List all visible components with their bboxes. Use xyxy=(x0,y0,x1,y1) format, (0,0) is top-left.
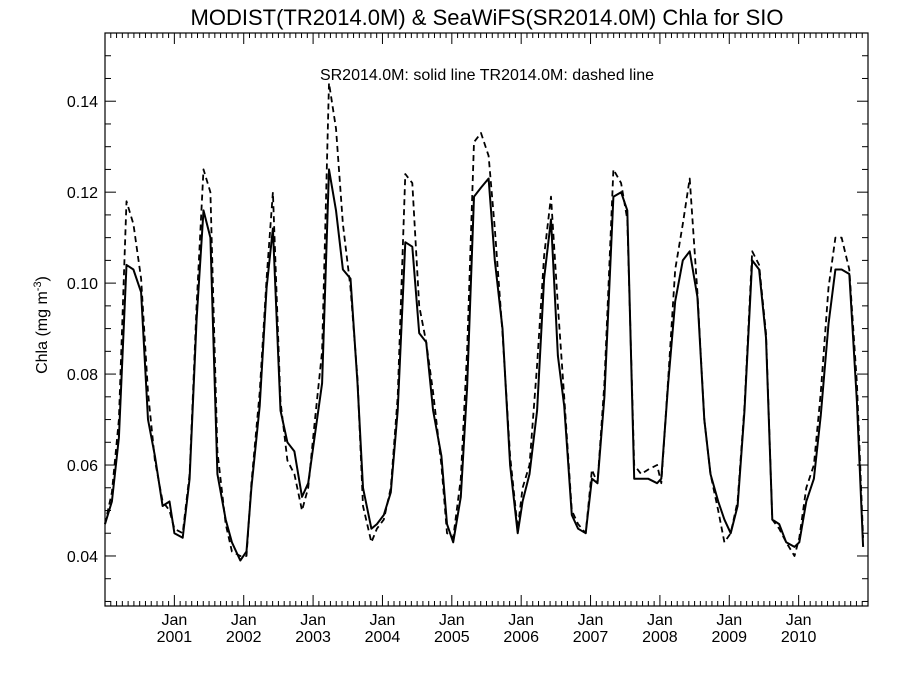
y-tick-label: 0.08 xyxy=(67,367,98,384)
x-tick-label-year: 2008 xyxy=(642,629,678,646)
x-tick-label-year: 2007 xyxy=(573,629,609,646)
y-axis-label-close: ) xyxy=(34,276,51,281)
x-tick-label-year: 2010 xyxy=(781,629,817,646)
plot-frame xyxy=(104,32,869,607)
x-tick-label-month: Jan xyxy=(786,612,812,629)
x-tick-label-month: Jan xyxy=(370,612,396,629)
x-tick-label-year: 2002 xyxy=(226,629,262,646)
x-tick-label-year: 2009 xyxy=(711,629,747,646)
chart-title: MODIST(TR2014.0M) & SeaWiFS(SR2014.0M) C… xyxy=(191,5,784,30)
y-tick-label: 0.10 xyxy=(67,276,98,293)
y-axis-label: Chla (mg m-3) xyxy=(32,276,51,374)
x-tick-label-month: Jan xyxy=(161,612,187,629)
x-tick-label-month: Jan xyxy=(231,612,257,629)
x-tick-label-year: 2005 xyxy=(434,629,470,646)
x-tick-label-year: 2006 xyxy=(503,629,539,646)
x-tick-label-year: 2003 xyxy=(295,629,331,646)
series-line-tr2014-0m xyxy=(104,82,864,557)
x-tick-label-month: Jan xyxy=(647,612,673,629)
y-axis-label-exponent: -3 xyxy=(32,281,44,291)
y-tick-label: 0.12 xyxy=(67,185,98,202)
tick-labels: 0.040.060.080.100.120.14Jan2001Jan2002Ja… xyxy=(67,94,817,646)
x-tick-label-month: Jan xyxy=(508,612,534,629)
y-tick-label: 0.14 xyxy=(67,94,98,111)
x-tick-label-month: Jan xyxy=(439,612,465,629)
x-tick-label-year: 2004 xyxy=(365,629,401,646)
x-tick-label-month: Jan xyxy=(716,612,742,629)
axis-ticks xyxy=(104,33,869,606)
series-lines xyxy=(104,82,865,562)
y-tick-label: 0.06 xyxy=(67,458,98,475)
x-tick-label-year: 2001 xyxy=(157,629,193,646)
y-axis-label-main: Chla (mg m xyxy=(34,291,51,374)
x-tick-label-month: Jan xyxy=(578,612,604,629)
legend-text: SR2014.0M: solid line TR2014.0M: dashed … xyxy=(320,67,654,84)
x-tick-label-month: Jan xyxy=(300,612,326,629)
y-tick-label: 0.04 xyxy=(67,549,98,566)
series-line-sr2014-0m xyxy=(104,168,865,562)
